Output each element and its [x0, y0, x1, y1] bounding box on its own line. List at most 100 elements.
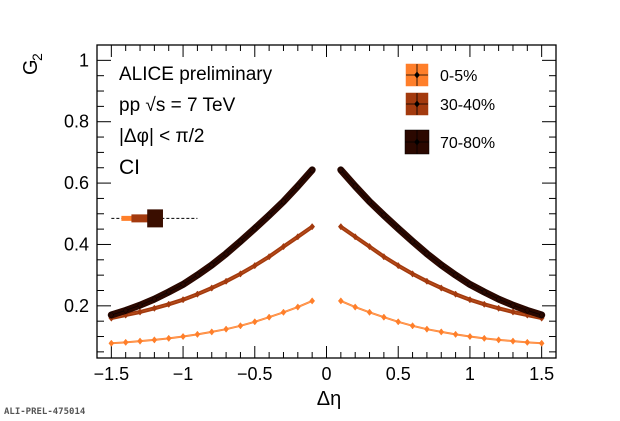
- legend-label: 70-80%: [440, 135, 495, 152]
- x-tick-label: 1: [465, 364, 475, 384]
- data-point: [194, 330, 201, 338]
- x-tick-label: −0.5: [237, 364, 273, 384]
- data-point: [280, 243, 287, 251]
- y-tick-label: 1: [79, 50, 89, 70]
- x-axis-title: Δη: [317, 388, 341, 410]
- data-point: [481, 288, 488, 296]
- data-point: [366, 197, 373, 206]
- data-point: [251, 318, 258, 326]
- data-point: [137, 301, 143, 309]
- ref-marker-box-30-40: [131, 214, 149, 223]
- data-point: [452, 330, 459, 338]
- data-point: [510, 308, 516, 316]
- data-point: [280, 197, 287, 206]
- data-point: [495, 295, 502, 303]
- data-point: [251, 224, 258, 233]
- data-point: [424, 277, 430, 285]
- plot-frame: [96, 44, 557, 359]
- data-point: [380, 211, 387, 219]
- data-point: [180, 332, 186, 341]
- y-tick-label: 0.2: [64, 296, 89, 316]
- x-tick-label: 1.5: [529, 364, 554, 384]
- data-point: [137, 308, 143, 316]
- data-point: [194, 271, 201, 279]
- data-point: [510, 301, 516, 309]
- data-point: [495, 304, 502, 312]
- data-point: [223, 277, 229, 285]
- data-point: [208, 261, 215, 269]
- data-point: [165, 288, 172, 296]
- data-point: [538, 339, 545, 347]
- data-point: [122, 306, 129, 315]
- data-point: [438, 261, 445, 269]
- data-point: [366, 308, 373, 316]
- data-point: [380, 313, 387, 321]
- legend-label: 30-40%: [440, 97, 495, 114]
- data-point: [108, 339, 115, 347]
- data-point: [309, 166, 316, 174]
- data-point: [337, 223, 344, 231]
- data-point: [409, 270, 416, 278]
- data-point: [467, 296, 473, 304]
- data-point: [467, 280, 473, 288]
- legend-label: 0-5%: [440, 68, 477, 85]
- data-point: [495, 336, 502, 344]
- data-point: [237, 270, 244, 278]
- data-point: [337, 297, 344, 305]
- data-point: [309, 223, 316, 231]
- series-line: [340, 169, 542, 316]
- data-point: [538, 311, 545, 319]
- annotation-dphi: |Δφ| < π/2: [119, 126, 205, 147]
- legend-marker: [414, 138, 420, 146]
- x-tick-label: −1: [173, 364, 194, 384]
- data-point: [481, 334, 488, 342]
- data-point: [151, 295, 158, 303]
- data-point: [309, 297, 316, 305]
- series-band: [107, 166, 316, 319]
- data-point: [237, 237, 244, 245]
- x-tick-label: −1.5: [94, 364, 130, 384]
- data-point: [151, 336, 158, 344]
- x-tick-label: 0: [321, 364, 331, 384]
- data-point: [510, 337, 516, 345]
- y-axis-title-main: G: [20, 59, 42, 75]
- data-point: [438, 284, 445, 292]
- data-point: [467, 332, 473, 341]
- data-point: [137, 337, 143, 345]
- data-point: [424, 250, 430, 258]
- data-point: [438, 328, 445, 336]
- data-point: [481, 300, 488, 308]
- data-point: [266, 211, 273, 219]
- y-tick-label: 0.8: [64, 112, 89, 132]
- data-point: [524, 306, 531, 315]
- data-point: [122, 338, 129, 346]
- data-point: [280, 308, 287, 316]
- data-point: [165, 334, 172, 342]
- series-band: [337, 166, 546, 319]
- x-tick-label: 0.5: [386, 364, 411, 384]
- data-point: [165, 300, 172, 308]
- data-point: [294, 182, 301, 190]
- data-point: [294, 303, 301, 311]
- data-point: [266, 253, 273, 261]
- data-point: [524, 338, 531, 346]
- y-axis-title-sub: 2: [29, 53, 45, 61]
- legend-marker: [414, 100, 420, 108]
- footer-label: ALI-PREL-475014: [4, 407, 86, 417]
- legend: 0-5% 30-40% 70-80%: [404, 63, 495, 155]
- y-tick-label: 0.4: [64, 234, 89, 254]
- data-point: [108, 311, 115, 319]
- legend-marker: [414, 71, 420, 79]
- data-point: [380, 253, 387, 261]
- data-point: [395, 318, 402, 326]
- data-point: [366, 243, 373, 251]
- annotation-ci: CI: [119, 156, 140, 179]
- data-point: [452, 290, 459, 298]
- data-point: [266, 313, 273, 321]
- data-point: [294, 233, 301, 241]
- series-30-40%: [108, 223, 545, 322]
- annotation-alice: ALICE preliminary: [119, 64, 273, 85]
- data-point: [395, 262, 402, 270]
- data-point: [409, 237, 416, 245]
